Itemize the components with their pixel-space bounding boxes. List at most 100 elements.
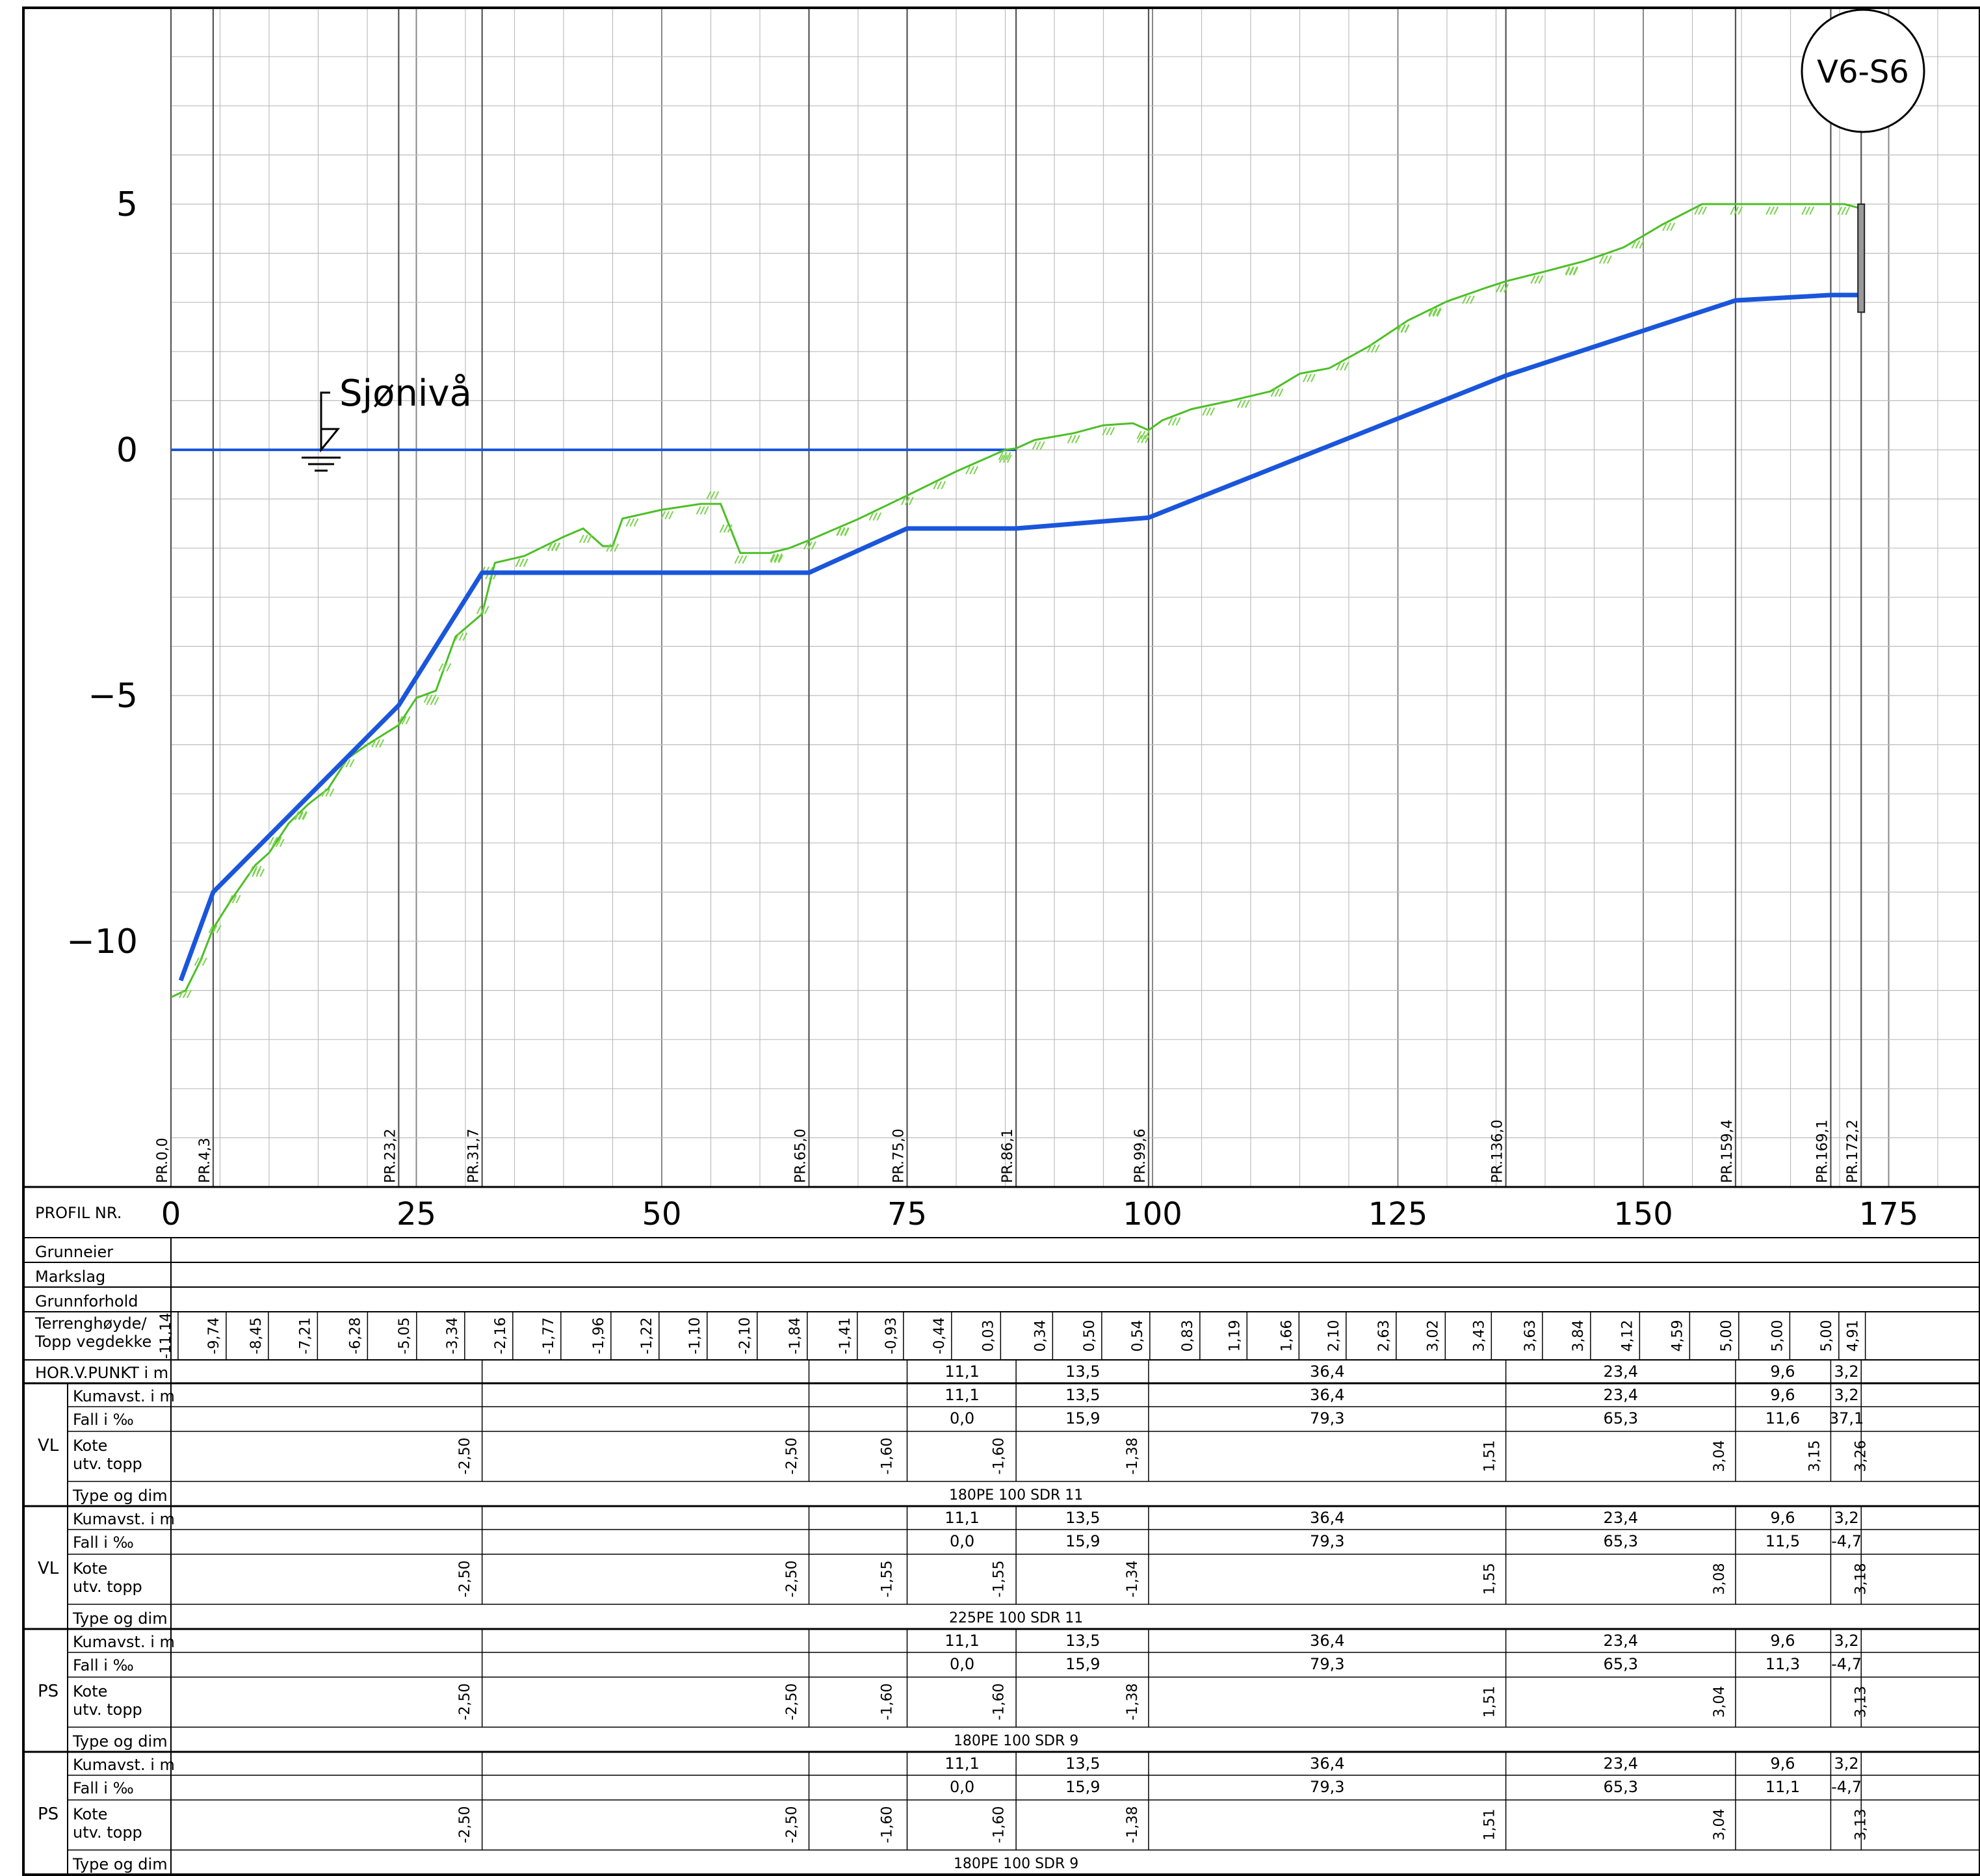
fall-label: Fall i ‰ <box>73 1656 134 1674</box>
terrain-row-label: Topp vegdekke <box>34 1333 151 1351</box>
terrain-value: 1,66 <box>1279 1320 1295 1352</box>
terrain-hatch <box>279 839 285 848</box>
hor-value: 11,1 <box>944 1362 979 1381</box>
sea-symbol-triangle <box>320 428 341 453</box>
kote-value: 1,55 <box>1482 1563 1498 1595</box>
terrain-hatch <box>1145 434 1150 443</box>
table-row-label: Markslag <box>35 1268 105 1286</box>
kote-value: -1,60 <box>879 1684 895 1721</box>
station-label: PR.23,2 <box>382 1128 398 1183</box>
terrain-hatch <box>1144 430 1150 439</box>
station-label: PR.31,7 <box>466 1128 482 1183</box>
kote-value: 3,26 <box>1853 1440 1869 1472</box>
terrain-hatch <box>1662 222 1668 231</box>
terrain-hatch <box>235 894 241 904</box>
terrain-hatch <box>1396 324 1402 333</box>
terrain-hatch <box>298 811 304 820</box>
terrain-hatch <box>231 894 237 904</box>
terrain-hatch <box>345 759 351 768</box>
terrain-hatch <box>1845 206 1851 215</box>
fall-value: 15,9 <box>1065 1655 1100 1673</box>
terrain-row-label: Terrenghøyde/ <box>34 1314 147 1333</box>
fall-label: Fall i ‰ <box>73 1779 134 1797</box>
hor-value: 3,2 <box>1834 1362 1858 1381</box>
terrain-hatch <box>1805 206 1811 215</box>
terrain-value: 4,12 <box>1619 1320 1635 1352</box>
kote-value: -1,55 <box>991 1561 1008 1598</box>
terrain-hatch <box>1635 240 1641 249</box>
fall-value: 65,3 <box>1604 1655 1638 1673</box>
profile-stations: PR.0,0 PR.4,3 PR.23,2 PR.31,7 PR.65,0 PR.75,0… <box>155 1119 1861 1183</box>
terrain-hatch <box>252 868 257 878</box>
terrain-hatch <box>840 527 846 536</box>
terrain-hatch <box>1569 267 1574 276</box>
kumavst-label: Kumavst. i m <box>73 1387 175 1405</box>
terrain-hatch <box>606 543 612 552</box>
terrain-value: -2,16 <box>493 1318 509 1355</box>
terrain-hatch <box>268 837 274 846</box>
terrain-hatch <box>1734 206 1739 215</box>
terrain-hatch <box>1730 206 1736 215</box>
terrain-value: 1,19 <box>1227 1320 1243 1352</box>
sea-level: Sjønivå <box>171 372 1017 472</box>
terrain-hatch <box>1769 206 1775 215</box>
x-tick-label: 150 <box>1613 1196 1673 1232</box>
fall-value: -4,7 <box>1831 1655 1862 1673</box>
terrain-hatch <box>462 632 468 641</box>
terrain-hatch <box>434 696 439 705</box>
kumavst-value: 13,5 <box>1065 1509 1100 1527</box>
terrain-value: 4,59 <box>1669 1320 1686 1352</box>
fall-value: 0,0 <box>950 1409 974 1427</box>
terrain-hatch <box>941 480 946 489</box>
terrain-hatch <box>1841 206 1847 215</box>
terrain-hatch <box>1137 434 1142 443</box>
section-badge-label: V6-S6 <box>1817 54 1909 90</box>
kote-value: -1,60 <box>879 1806 895 1843</box>
terrain-hatch <box>965 465 971 475</box>
kumavst-value: 13,5 <box>1065 1754 1100 1773</box>
terrain-value: 3,84 <box>1570 1320 1587 1352</box>
fall-value: 15,9 <box>1065 1532 1100 1550</box>
terrain-hatch <box>1006 452 1011 461</box>
terrain-hatch <box>1504 283 1509 293</box>
terrain-hatch <box>1075 435 1080 444</box>
pipe-line <box>178 293 1862 982</box>
terrain-value: 0,50 <box>1082 1320 1098 1352</box>
kote-value: -1,60 <box>879 1438 895 1475</box>
terrain-hatch <box>1702 206 1708 215</box>
table-row-label: Grunnforhold <box>35 1292 138 1310</box>
terrain-hatch <box>1307 374 1312 383</box>
terrain-hatch <box>1167 417 1173 426</box>
terrain-line <box>170 203 1862 998</box>
fall-value: 65,3 <box>1604 1532 1638 1550</box>
kote-value: -2,50 <box>784 1438 800 1475</box>
terrain-hatch <box>276 837 282 846</box>
terrain-value: 0,34 <box>1032 1320 1049 1352</box>
fall-value: 15,9 <box>1065 1778 1100 1796</box>
fall-value: 11,3 <box>1765 1655 1800 1673</box>
type-value: 225PE 100 SDR 11 <box>949 1610 1083 1626</box>
terrain-hatch <box>1310 374 1316 383</box>
terrain-value: 3,02 <box>1425 1320 1441 1352</box>
x-tick-label: 0 <box>161 1196 181 1232</box>
x-tick-label: 75 <box>887 1196 927 1232</box>
terrain-hatch <box>625 518 631 527</box>
terrain-hatch <box>900 497 906 506</box>
terrain-hatch <box>696 506 701 515</box>
terrain-series <box>170 203 1862 998</box>
kote-label: utv. topp <box>73 1455 142 1473</box>
type-value: 180PE 100 SDR 9 <box>954 1856 1078 1872</box>
terrain-value: -9,74 <box>206 1318 222 1355</box>
station-label: PR.4,3 <box>197 1138 213 1183</box>
terrain-hatch <box>1106 427 1112 436</box>
terrain-hatch <box>1140 430 1146 439</box>
terrain-hatch <box>586 534 592 543</box>
terrain-value: -7,21 <box>297 1318 313 1355</box>
terrain-hatch <box>248 866 254 874</box>
station-label: PR.172,2 <box>1845 1119 1861 1183</box>
table-row-label: Grunneier <box>35 1243 113 1261</box>
terrain-hatch <box>547 542 553 551</box>
terrain-hatch <box>1606 255 1612 264</box>
kumavst-value: 11,1 <box>944 1386 979 1404</box>
